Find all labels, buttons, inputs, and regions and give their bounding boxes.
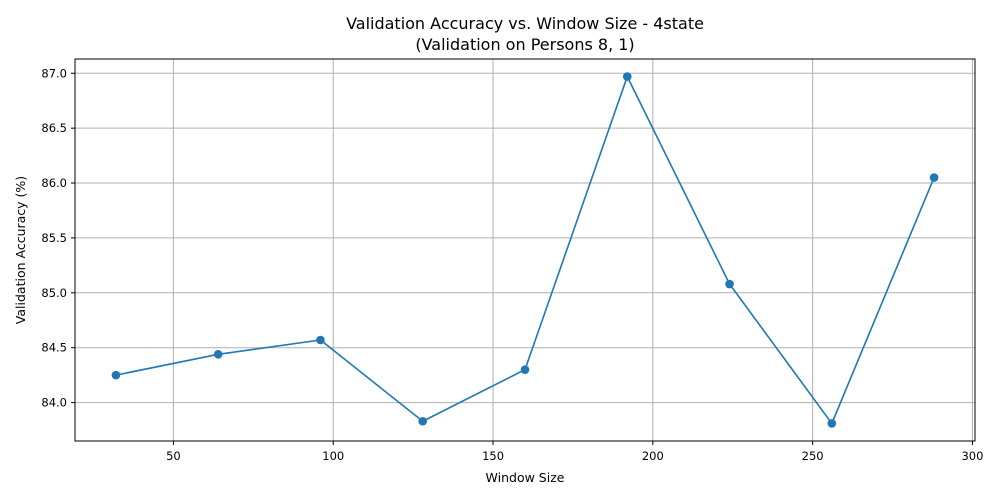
ticks: 50 100 150 200 250 300 84.0 84.5 85.0 85.5 86.0 86.… xyxy=(41,66,983,463)
x-tick-label: 200 xyxy=(642,449,664,463)
plot-area-frame xyxy=(74,58,976,442)
data-point xyxy=(622,72,632,81)
x-tick-label: 250 xyxy=(802,449,824,463)
y-tick-label: 85.5 xyxy=(41,231,67,245)
x-tick-label: 150 xyxy=(482,449,504,463)
grid xyxy=(75,59,975,441)
data-point xyxy=(827,419,837,428)
x-tick-label: 100 xyxy=(322,449,344,463)
y-axis-label: Validation Accuracy (%) xyxy=(13,176,28,324)
data-point xyxy=(520,365,530,374)
data-point xyxy=(213,349,223,359)
chart-title: Validation Accuracy vs. Window Size - 4s… xyxy=(346,14,704,33)
data-point xyxy=(725,279,734,289)
y-tick-label: 86.5 xyxy=(41,121,67,135)
x-axis-label: Window Size xyxy=(486,470,565,485)
y-tick-label: 84.5 xyxy=(41,341,67,355)
y-tick-label: 86.0 xyxy=(41,176,67,190)
x-tick-label: 50 xyxy=(166,449,181,463)
chart-subtitle: (Validation on Persons 8, 1) xyxy=(415,35,634,54)
y-tick-label: 84.0 xyxy=(41,396,67,410)
data-point xyxy=(111,370,121,380)
series-layer xyxy=(111,72,939,428)
y-tick-label: 87.0 xyxy=(41,66,67,80)
x-tick-label: 300 xyxy=(961,449,983,463)
y-tick-label: 85.0 xyxy=(41,286,67,300)
data-point xyxy=(418,416,428,426)
data-point xyxy=(316,335,325,345)
data-point xyxy=(929,173,939,182)
